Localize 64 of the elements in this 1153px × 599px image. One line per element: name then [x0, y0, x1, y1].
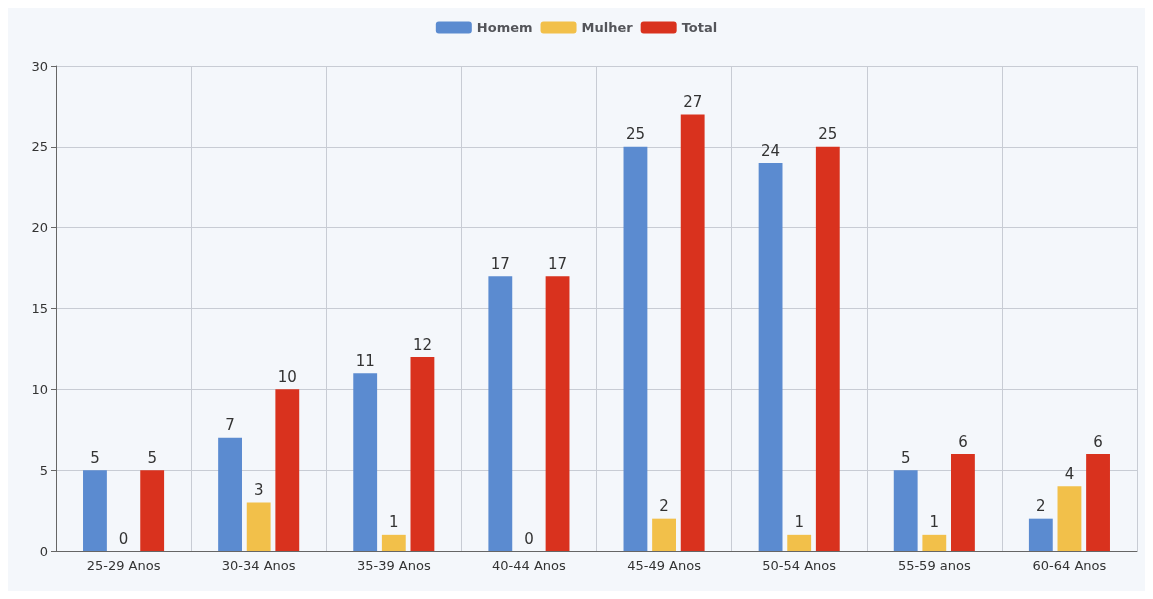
x-tick-label: 45-49 Anos: [627, 558, 702, 573]
data-label: 10: [277, 367, 297, 386]
x-tick-label: 25-29 Anos: [86, 558, 161, 573]
x-tick-label: 30-34 Anos: [221, 558, 296, 573]
x-tick-label: 40-44 Anos: [492, 558, 567, 573]
bar: [1028, 518, 1053, 551]
data-label: 6: [958, 432, 968, 451]
data-label: 5: [900, 448, 911, 467]
bar: [83, 470, 107, 551]
data-label: 12: [412, 335, 432, 354]
bar: [381, 534, 406, 551]
bar: [140, 470, 165, 551]
y-tick-label: 5: [39, 462, 48, 478]
y-tick-label: 15: [31, 301, 48, 316]
data-label: 1: [389, 513, 399, 532]
data-label: 6: [1093, 432, 1103, 451]
bar: [246, 502, 271, 551]
data-label: 11: [355, 351, 375, 370]
x-tick-label: 55-59 anos: [897, 558, 971, 573]
bar: [275, 389, 300, 551]
x-tick-label: 60-64 Anos: [1032, 558, 1107, 573]
bar: [545, 276, 570, 551]
data-label: 25: [818, 125, 838, 144]
bar: [758, 163, 783, 551]
y-tick-label: 25: [31, 139, 48, 155]
y-tick-label: 10: [31, 381, 48, 397]
data-label: 7: [225, 416, 235, 435]
y-tick-label: 0: [39, 543, 48, 559]
legend-label: Total: [681, 20, 718, 35]
bar: [353, 373, 378, 551]
bar: [218, 437, 242, 551]
data-label: 0: [118, 529, 129, 548]
data-label: 1: [794, 513, 804, 532]
data-label: 1: [929, 513, 940, 532]
bar: [815, 146, 840, 551]
bar: [922, 534, 947, 551]
data-label: 17: [548, 254, 568, 273]
data-label: 5: [147, 448, 157, 467]
data-label: 0: [524, 529, 534, 548]
y-tick-label: 20: [31, 220, 48, 236]
x-tick-label: 50-54 Anos: [762, 558, 837, 573]
bar: [1057, 486, 1082, 551]
data-label: 24: [761, 141, 781, 160]
data-label: 4: [1064, 464, 1075, 483]
data-label: 17: [490, 254, 510, 273]
bar: [951, 454, 975, 551]
data-label: 5: [90, 448, 100, 467]
data-label: 27: [683, 93, 703, 111]
bar: [1086, 454, 1110, 551]
bar: [488, 276, 513, 551]
bar: [652, 518, 676, 551]
x-tick-label: 35-39 Anos: [356, 558, 431, 573]
bar: [623, 146, 648, 551]
data-label: 3: [253, 481, 264, 499]
bar: [787, 534, 812, 551]
data-label: 25: [625, 125, 645, 144]
legend-label: Mulher: [581, 20, 634, 35]
bar: [893, 470, 918, 551]
data-label: 2: [1036, 497, 1046, 516]
bar: [410, 357, 435, 551]
legend-label: Homem: [476, 20, 533, 35]
bar: [680, 114, 705, 551]
y-tick-label: 30: [31, 58, 48, 74]
data-label: 2: [659, 497, 669, 516]
